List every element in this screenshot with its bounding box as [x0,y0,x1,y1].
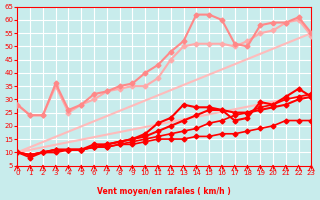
X-axis label: Vent moyen/en rafales ( km/h ): Vent moyen/en rafales ( km/h ) [98,187,231,196]
